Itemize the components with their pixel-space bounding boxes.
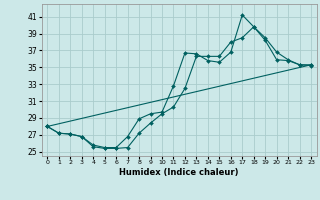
X-axis label: Humidex (Indice chaleur): Humidex (Indice chaleur)	[119, 168, 239, 177]
